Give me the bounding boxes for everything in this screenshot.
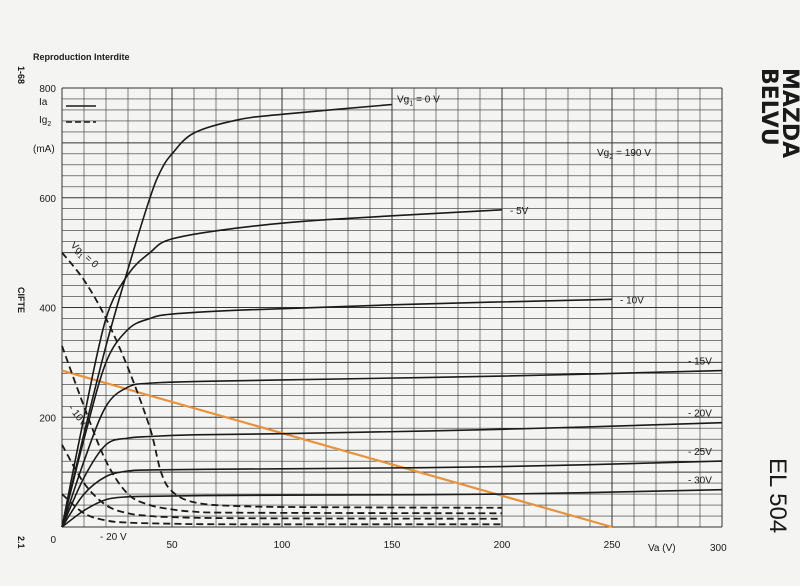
sheet-code: 1-68	[16, 66, 26, 84]
load-line-layer	[61, 369, 613, 529]
anode-current-curve	[61, 298, 613, 528]
screen-current-curves	[61, 252, 503, 526]
anode-curve-label: - 30V	[688, 476, 712, 487]
axis-tick-labels: 50 100 150 200 250 300 0 200 400 600 800	[39, 84, 727, 554]
anode-curve-label: - 15V	[688, 357, 712, 368]
page-code: 2.1	[16, 536, 26, 549]
x-tick-label: 300	[710, 543, 727, 554]
x-tick-label: 100	[274, 540, 291, 551]
x-tick-label: 50	[166, 540, 178, 551]
load-line	[61, 369, 613, 529]
category-label: CIFTE	[16, 287, 26, 313]
legend-ia-label: Ia	[39, 97, 48, 108]
x-axis-label: Va (V)	[648, 543, 676, 554]
x-tick-label: 200	[494, 540, 511, 551]
anode-current-curve	[61, 460, 723, 528]
anode-curve-label: - 20V	[688, 409, 712, 420]
anode-current-curves	[61, 103, 723, 528]
screen-curve-label: - 20 V	[100, 532, 127, 543]
tube-type: EL 504	[764, 458, 791, 533]
legend-ig2-label: Ig2	[39, 115, 51, 128]
anode-current-curve	[61, 421, 723, 528]
screen-current-curve	[61, 444, 503, 520]
brand-mazda: MAZDA	[777, 68, 800, 158]
screen-current-curve	[61, 493, 502, 526]
anode-current-curve	[61, 369, 723, 528]
vg2-condition: Vg2 = 190 V	[597, 148, 651, 161]
anode-curve-label: - 25V	[688, 447, 712, 458]
brand-belvu: BELVU	[756, 68, 781, 146]
anode-curve-label: Vg1 = 0 V	[397, 94, 440, 107]
screen-current-curve	[61, 345, 503, 515]
y-tick-label: 200	[39, 413, 56, 424]
anode-curve-label: - 10V	[620, 295, 644, 306]
anode-current-curve	[61, 488, 723, 528]
y-unit-label: (mA)	[33, 144, 55, 155]
plot-grid	[61, 87, 723, 528]
screen-current-curve	[61, 252, 503, 509]
anode-current-curve	[61, 103, 393, 528]
anode-curve-label: - 5V	[510, 206, 529, 217]
x-tick-label: 250	[604, 540, 621, 551]
anode-current-curve	[61, 209, 503, 528]
curve-labels: Vg1 = 0 V- 5V- 10V- 15V- 20V- 25V- 30VVg1…	[66, 94, 713, 543]
y-tick-label: 400	[39, 304, 56, 315]
y-tick-label: 0	[50, 535, 56, 546]
x-tick-label: 150	[384, 540, 401, 551]
reproduction-notice: Reproduction Interdite	[33, 52, 130, 62]
y-tick-label: 800	[39, 84, 56, 95]
y-tick-label: 600	[39, 194, 56, 205]
